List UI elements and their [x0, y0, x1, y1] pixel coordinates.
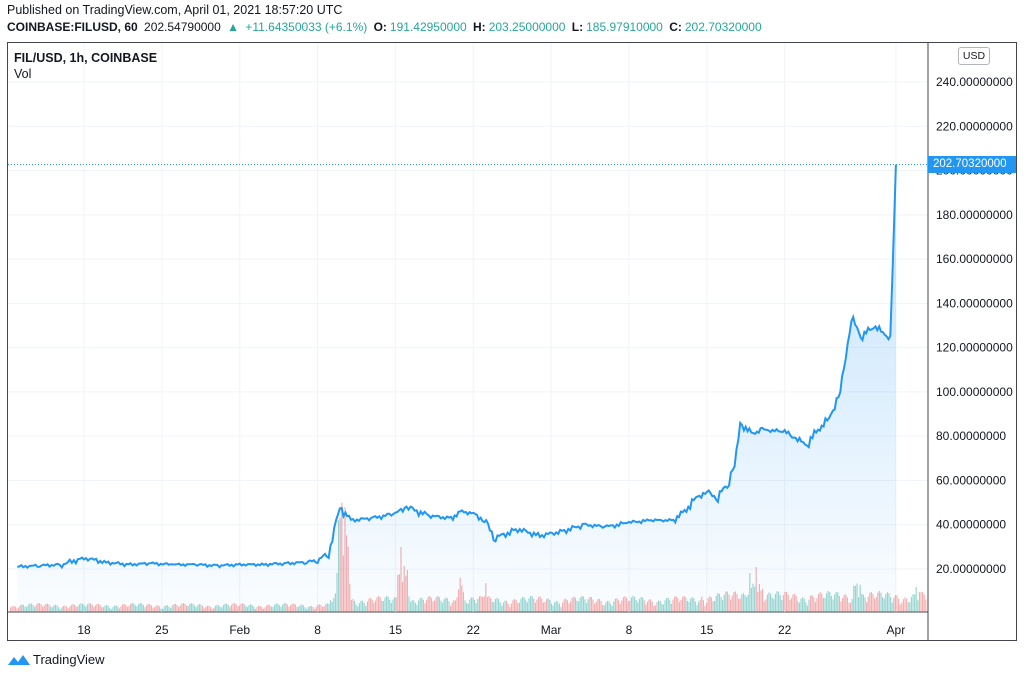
volume-bar	[13, 605, 15, 612]
price-change: +11.64350033 (+6.1%)	[245, 20, 368, 34]
y-tick-label: 100.00000000	[936, 385, 1013, 399]
price-area-fill	[17, 164, 896, 612]
volume-bar	[923, 594, 925, 612]
footer-brand-label: TradingView	[33, 652, 105, 667]
volume-bar	[10, 607, 12, 612]
low-label: L:	[571, 20, 584, 34]
close-value: 202.70320000	[684, 20, 762, 34]
volume-bar	[16, 608, 18, 612]
y-tick-label: 220.00000000	[936, 119, 1013, 133]
volume-bar	[902, 599, 904, 612]
ohlc-legend: COINBASE:FILUSD, 60 202.54790000 ▲ +11.6…	[7, 20, 765, 34]
volume-bar	[898, 598, 900, 612]
y-tick-label: 140.00000000	[936, 296, 1013, 310]
volume-label: Vol	[14, 67, 32, 81]
y-tick-label: 60.00000000	[936, 473, 1006, 487]
volume-bar	[910, 597, 912, 612]
volume-bar	[907, 602, 909, 612]
x-tick-label: 15	[389, 623, 403, 637]
last-price: 202.54790000	[144, 20, 221, 34]
volume-bar	[925, 599, 927, 612]
y-tick-label: 80.00000000	[936, 429, 1006, 443]
volume-bar	[904, 597, 906, 612]
y-tick-label: 180.00000000	[936, 208, 1013, 222]
chart-symbol-title: FIL/USD, 1h, COINBASE	[14, 51, 158, 65]
currency-button[interactable]: USD	[958, 47, 990, 65]
volume-bar	[918, 592, 920, 612]
x-tick-label: 25	[155, 623, 169, 637]
y-tick-label: 240.00000000	[936, 75, 1013, 89]
volume-bar	[901, 602, 903, 612]
y-tick-label: 160.00000000	[936, 252, 1013, 266]
close-label: C:	[669, 20, 682, 34]
footer-brand[interactable]: TradingView	[8, 652, 105, 667]
volume-bar	[899, 604, 901, 612]
current-price-label: 202.70320000	[928, 156, 1016, 173]
symbol-code: COINBASE:FILUSD, 60	[7, 20, 138, 34]
y-tick-label: 40.00000000	[936, 518, 1006, 532]
x-tick-label: Feb	[229, 623, 250, 637]
volume-bar	[920, 592, 922, 612]
open-value: 191.42950000	[389, 20, 467, 34]
volume-bar	[912, 594, 914, 612]
volume-bar	[914, 594, 916, 612]
tradingview-logo-icon	[8, 654, 30, 665]
volume-bar	[906, 598, 908, 612]
volume-bar	[11, 606, 13, 612]
x-tick-label: 8	[626, 623, 633, 637]
published-caption: Published on TradingView.com, April 01, …	[7, 3, 343, 17]
volume-bar	[896, 595, 898, 612]
open-label: O:	[373, 20, 387, 34]
x-tick-label: 8	[314, 623, 321, 637]
x-tick-label: 15	[700, 623, 714, 637]
low-value: 185.97910000	[586, 20, 663, 34]
x-tick-label: Mar	[541, 623, 562, 637]
x-tick-label: 22	[778, 623, 792, 637]
up-triangle-icon: ▲	[227, 20, 240, 34]
volume-bar	[917, 600, 919, 612]
volume-bar	[14, 606, 16, 612]
volume-bar	[915, 587, 917, 612]
x-tick-label: 18	[77, 623, 91, 637]
volume-bar	[909, 602, 911, 612]
y-tick-label: 120.00000000	[936, 341, 1013, 355]
high-value: 203.25000000	[488, 20, 566, 34]
volume-bar	[922, 591, 924, 612]
y-tick-label: 20.00000000	[936, 562, 1006, 576]
x-tick-label: Apr	[887, 623, 906, 637]
price-line	[17, 164, 897, 570]
high-label: H:	[473, 20, 486, 34]
chart-frame[interactable]	[7, 42, 1017, 641]
x-tick-label: 22	[467, 623, 481, 637]
